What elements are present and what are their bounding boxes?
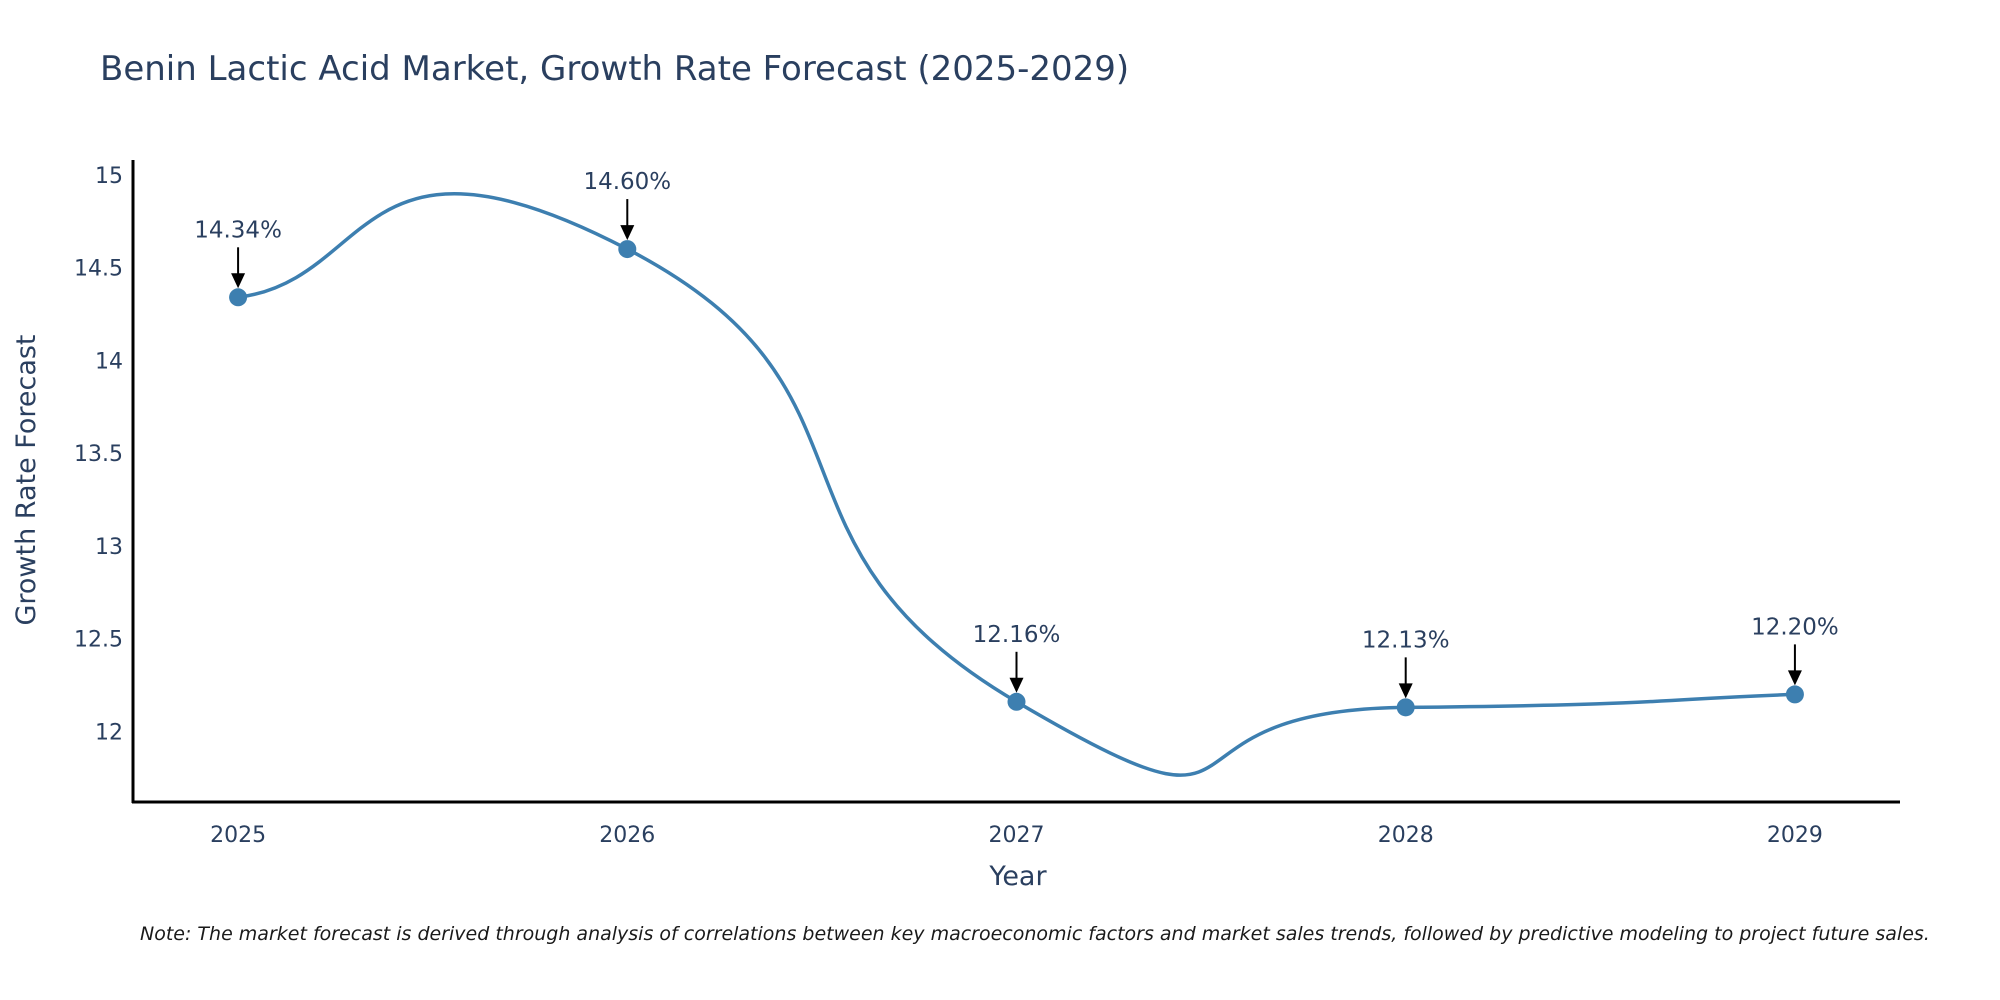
x-tick-label: 2029: [1767, 823, 1823, 848]
data-point: [1785, 685, 1804, 704]
data-point: [1007, 692, 1026, 711]
chart-title: Benin Lactic Acid Market, Growth Rate Fo…: [100, 49, 1129, 89]
y-tick-label: 15: [95, 164, 123, 189]
y-tick-label: 14: [95, 349, 123, 374]
series-line: [237, 192, 1795, 777]
y-tick-label: 12.5: [74, 628, 123, 653]
y-tick-label: 12: [95, 720, 123, 745]
x-tick-label: 2027: [989, 823, 1045, 848]
annotation-arrow-head: [231, 273, 246, 289]
x-axis-title: Year: [988, 861, 1047, 892]
x-tick-label: 2028: [1378, 823, 1434, 848]
y-axis-title: Growth Rate Forecast: [11, 334, 42, 625]
annotation-arrow-head: [1009, 677, 1024, 693]
y-tick-label: 13: [95, 535, 123, 560]
y-tick-label: 13.5: [74, 442, 123, 467]
plot-area: 12 12.5 13 13.5 14 14.5 15 2025 2026 2027 2028 2029…: [74, 160, 1900, 848]
data-point: [618, 240, 637, 259]
footnote: Note: The market forecast is derived thr…: [140, 923, 1930, 945]
data-label: 12.20%: [1751, 614, 1839, 640]
annotation-arrow-head: [1398, 683, 1413, 699]
data-label: 14.60%: [583, 169, 671, 195]
data-label: 14.34%: [194, 217, 282, 243]
data-label: 12.13%: [1362, 627, 1450, 653]
x-tick-label: 2025: [210, 823, 266, 848]
data-label: 12.16%: [973, 622, 1061, 648]
data-point: [1396, 698, 1415, 717]
data-point: [229, 288, 248, 307]
x-tick-label: 2026: [599, 823, 655, 848]
annotation-arrow-head: [620, 225, 635, 241]
annotation-arrow-head: [1787, 670, 1802, 686]
y-tick-label: 14.5: [74, 257, 123, 282]
